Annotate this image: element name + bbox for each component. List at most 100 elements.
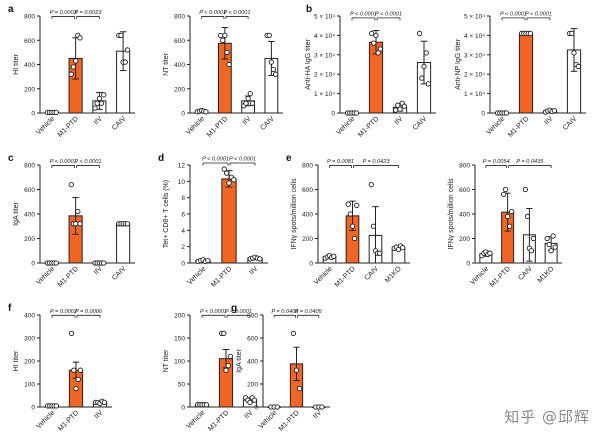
data-point <box>423 50 429 56</box>
y-tick-label: 0 <box>466 261 470 268</box>
x-tick-label: M1-PTD <box>57 265 80 288</box>
bar-m1-ptd <box>518 32 534 114</box>
data-point <box>243 100 249 106</box>
data-point <box>546 241 552 248</box>
y-tick-label: 0 <box>31 405 35 412</box>
y-tick-label: 600 <box>459 187 470 194</box>
data-point <box>544 235 550 242</box>
panel-e: 0 200 400 600 800 IFNγ spots/million cells Veh… <box>291 159 410 289</box>
data-point <box>272 71 279 77</box>
pvalue-label: P < 0.0001 <box>200 309 227 315</box>
data-point <box>225 362 231 369</box>
data-point <box>203 109 209 115</box>
data-point <box>221 330 227 337</box>
data-point <box>222 32 228 39</box>
y-tick-label: 600 <box>24 38 35 45</box>
y-tick-label: 200 <box>174 86 185 93</box>
x-tick-label: CAIV <box>412 115 429 132</box>
y-tick-label: 0 <box>181 111 185 118</box>
y-tick-label: 400 <box>24 62 35 69</box>
data-point <box>77 221 83 227</box>
data-point <box>293 367 300 373</box>
y-tick-label: 400 <box>459 212 470 219</box>
panel-b: 0 1 × 10⁴ 2 × 10⁴ 3 × 10⁴ 4 × 10⁴ 5 × 10⁴ Anti… <box>305 11 436 139</box>
data-point <box>75 208 81 215</box>
data-point <box>223 367 229 373</box>
pvalue-label: P < 0.0001 <box>525 11 552 17</box>
data-point <box>506 223 513 229</box>
panel-a: 0 200 400 600 800 HI titer Vehicle M1-PTD IIV CAI… <box>13 10 135 139</box>
data-point <box>319 404 325 410</box>
data-point <box>274 404 280 410</box>
data-point <box>122 59 128 65</box>
data-point <box>257 256 263 262</box>
pvalue-label: P = 0.0423 <box>362 159 390 165</box>
x-tick-label: M1-PTD <box>207 409 230 432</box>
y-axis-label: Tet+ CD8+ T cells (%) <box>163 180 170 248</box>
y-tick-label: 1 × 10⁴ <box>464 91 485 98</box>
data-point <box>296 385 303 392</box>
data-point <box>530 235 537 242</box>
x-tick-label: Vehicle <box>313 265 334 286</box>
x-tick-label: Vehicle <box>185 409 206 430</box>
data-point <box>72 221 79 227</box>
data-point <box>77 35 83 41</box>
pvalue-label: P < 0.0001 <box>229 157 256 163</box>
data-point <box>73 385 79 392</box>
x-tick-label: CAIV <box>111 265 128 282</box>
y-tick-label: 800 <box>24 14 35 21</box>
data-point <box>416 30 423 37</box>
y-tick-label: 2 × 10⁴ <box>464 72 485 79</box>
data-point <box>268 59 275 65</box>
pvalue-label: P < 0.0001 <box>74 159 101 165</box>
y-tick-label: 600 <box>302 187 313 194</box>
panel-d: 0 2 4 6 8 10 12 Tet+ CD8+ T cells (%) Vehicle M1-… <box>163 157 268 289</box>
data-point <box>217 32 224 39</box>
y-tick-label: 400 <box>174 62 185 69</box>
data-point <box>96 95 103 102</box>
pvalue-label: P < 0.0001 <box>50 159 77 165</box>
data-point <box>247 399 253 406</box>
y-tick-label: 800 <box>174 14 185 21</box>
data-point <box>571 50 577 56</box>
y-tick-label: 4 × 10⁴ <box>464 33 485 40</box>
panel-b2: 0 1 × 10⁴ 2 × 10⁴ 3 × 10⁴ 4 × 10⁴ 5 × 10⁴ Anti… <box>455 11 586 139</box>
data-point <box>371 40 377 46</box>
y-axis-label: NT titer <box>163 52 170 75</box>
y-tick-label: 800 <box>247 313 258 320</box>
data-point <box>53 109 59 116</box>
y-tick-label: 100 <box>24 382 35 389</box>
y-tick-label: 400 <box>24 313 35 320</box>
data-point <box>68 181 74 188</box>
panel-letter-b: b <box>306 4 312 15</box>
data-point <box>373 32 379 39</box>
data-point <box>552 244 558 250</box>
data-point <box>224 49 230 56</box>
data-point <box>368 30 375 37</box>
y-tick-label: 5 × 10⁴ <box>314 14 335 21</box>
watermark-text: 知乎 @邱辉 <box>504 408 590 426</box>
x-tick-label: M1KO <box>384 265 403 284</box>
y-tick-label: 0 <box>481 111 485 118</box>
data-point <box>53 403 60 409</box>
y-tick-label: 1 × 10⁴ <box>314 91 335 98</box>
data-point <box>101 92 107 98</box>
panel-e2: 0 200 400 600 800 IFNγ spots/million cells Veh… <box>448 159 562 289</box>
data-point <box>226 180 232 186</box>
data-point <box>247 90 253 97</box>
y-axis-label: NT titer <box>163 349 170 372</box>
y-tick-label: 600 <box>24 187 35 194</box>
panel-f: 0 100 200 300 400 HI titer Vehicle M1-PTD IIV P =… <box>13 309 112 433</box>
pvalue-label: P = 0.0006 <box>75 309 103 315</box>
x-tick-label: IIV <box>93 265 104 276</box>
pvalue-label: P = 0.0054 <box>483 159 510 165</box>
x-tick-label: M1-PTD <box>507 115 530 138</box>
panel-letter-f: f <box>8 303 12 314</box>
y-tick-label: 100 <box>174 359 185 366</box>
data-point <box>370 223 377 229</box>
data-point <box>349 223 356 229</box>
y-axis-label: IFNγ spots/million cells <box>291 178 298 250</box>
x-tick-label: IIV <box>242 115 253 126</box>
panel-letter-e: e <box>286 153 292 164</box>
data-point <box>551 108 558 114</box>
